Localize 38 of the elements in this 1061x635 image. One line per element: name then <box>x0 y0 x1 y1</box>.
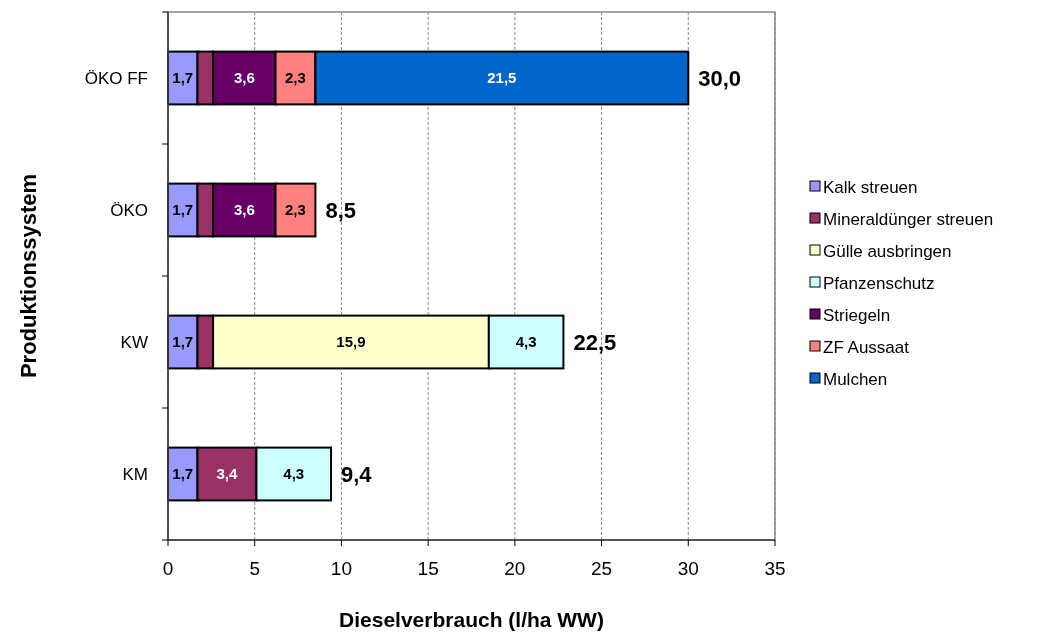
data-label: 3,6 <box>233 69 255 87</box>
data-label: 1,7 <box>172 465 194 483</box>
x-tick-label: 20 <box>504 558 526 579</box>
data-label: 15,9 <box>336 333 366 351</box>
legend-label: Mineraldünger streuen <box>823 209 994 229</box>
x-tick-label: 25 <box>591 558 613 579</box>
data-label: 1,7 <box>172 333 194 351</box>
legend-label: ZF Aussaat <box>823 337 910 357</box>
x-tick-label: 5 <box>249 558 260 579</box>
data-label: 4,3 <box>283 465 305 483</box>
y-tick-label: KW <box>120 332 148 352</box>
y-axis-title: Produktionssystem <box>16 173 41 379</box>
total-label: 9,4 <box>341 461 373 487</box>
x-tick-label: 30 <box>677 558 699 579</box>
data-label: 3,6 <box>233 201 255 219</box>
data-label: 2,3 <box>285 69 306 87</box>
legend-label: Mulchen <box>823 369 888 389</box>
data-label: 1,7 <box>172 69 194 87</box>
y-tick-label: ÖKO FF <box>84 68 148 88</box>
data-label: 1,7 <box>172 201 194 219</box>
total-label: 22,5 <box>573 329 617 355</box>
total-label: 8,5 <box>325 197 357 223</box>
x-tick-label: 15 <box>417 558 439 579</box>
x-tick-label: 0 <box>162 558 174 579</box>
y-tick-label: KM <box>122 464 148 484</box>
y-tick-label: ÖKO <box>110 200 148 220</box>
data-label: 4,3 <box>515 333 537 351</box>
data-label: 2,3 <box>285 201 306 219</box>
legend-label: Pfanzenschutz <box>823 273 935 293</box>
total-label: 30,0 <box>698 65 742 91</box>
legend-label: Kalk streuen <box>823 177 918 197</box>
x-axis-title: Dieselverbrauch (l/ha WW) <box>339 608 604 631</box>
x-tick-label: 35 <box>764 558 786 579</box>
x-tick-label: 10 <box>330 558 352 579</box>
data-label: 3,4 <box>216 465 239 483</box>
data-label: 21,5 <box>487 69 517 87</box>
legend-label: Striegeln <box>823 305 891 325</box>
legend-label: Gülle ausbringen <box>823 241 952 261</box>
